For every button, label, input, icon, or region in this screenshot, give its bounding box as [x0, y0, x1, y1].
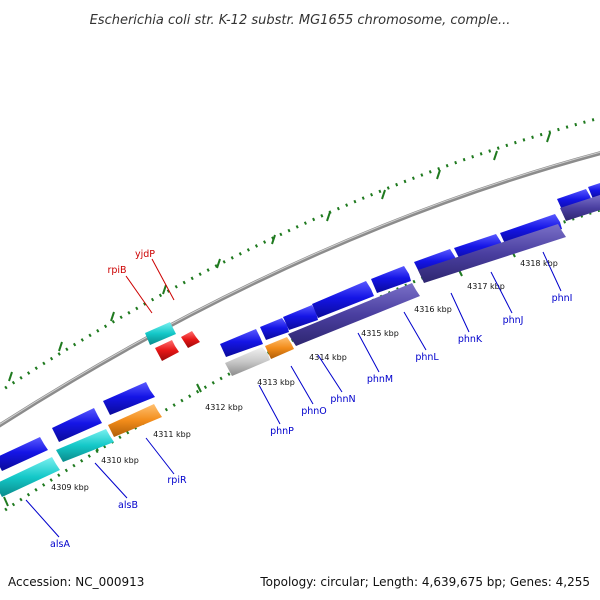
gene-arrow[interactable] [560, 195, 600, 221]
gene-labels: yjdP rpiB alsA alsB rpiR phnP phnO phnN … [50, 249, 572, 550]
rna-gene-arrow[interactable] [181, 331, 200, 348]
other-features [0, 322, 294, 497]
gene-arrow[interactable] [418, 224, 566, 283]
gene-label-phnM[interactable]: phnM [367, 374, 393, 385]
gene-arrow[interactable] [588, 183, 600, 199]
kbp-label: 4315 kbp [361, 329, 399, 338]
gene-label-yjdP[interactable]: yjdP [135, 249, 155, 260]
outer-tick-track [0, 116, 600, 394]
gene-arrow[interactable] [288, 283, 420, 346]
gene-label-phnL[interactable]: phnL [415, 352, 439, 363]
gene-label-rpiR[interactable]: rpiR [167, 475, 187, 486]
topology-text: Topology: circular; Length: 4,639,675 bp… [259, 575, 590, 589]
kbp-label: 4309 kbp [51, 483, 89, 492]
gene-arrow[interactable] [371, 266, 411, 293]
kbp-label: 4311 kbp [153, 430, 191, 439]
kbp-label: 4313 kbp [257, 378, 295, 387]
gene-label-alsB[interactable]: alsB [118, 500, 138, 511]
gene-arrow[interactable] [0, 437, 48, 471]
map-title: Escherichia coli str. K-12 substr. MG165… [90, 13, 511, 28]
kbp-label: 4310 kbp [101, 456, 139, 465]
gene-arrow[interactable] [103, 382, 155, 415]
kbp-label: 4316 kbp [414, 305, 452, 314]
feature-arrow[interactable] [225, 347, 270, 376]
feature-arrow[interactable] [56, 429, 114, 462]
rna-gene-arrow[interactable] [155, 340, 179, 361]
gene-label-phnJ[interactable]: phnJ [503, 315, 524, 326]
kbp-label: 4317 kbp [467, 282, 505, 291]
gene-leader-lines [25, 251, 562, 538]
gene-arrow[interactable] [283, 305, 318, 330]
gene-arrow[interactable] [52, 408, 102, 442]
kbp-labels: 4309 kbp 4310 kbp 4311 kbp 4312 kbp 4313… [51, 259, 558, 492]
gene-label-phnP[interactable]: phnP [270, 426, 294, 437]
gene-label-rpiB[interactable]: rpiB [107, 265, 126, 276]
chromosome-backbone-highlight [0, 151, 600, 425]
gene-label-phnN[interactable]: phnN [330, 394, 355, 405]
feature-arrow[interactable] [265, 337, 294, 359]
kbp-label: 4318 kbp [520, 259, 558, 268]
gene-label-phnI[interactable]: phnI [552, 293, 573, 304]
feature-arrow[interactable] [145, 322, 176, 345]
kbp-label: 4312 kbp [205, 403, 243, 412]
gene-arrow[interactable] [220, 329, 263, 357]
kbp-label: 4314 kbp [309, 353, 347, 362]
inner-tick-track [0, 208, 600, 516]
gene-arrow[interactable] [260, 318, 289, 340]
feature-arrow[interactable] [0, 457, 60, 497]
gene-label-phnO[interactable]: phnO [301, 406, 327, 417]
gene-label-phnK[interactable]: phnK [458, 334, 483, 345]
forward-strand-genes [0, 183, 600, 471]
reverse-strand-genes [288, 195, 600, 346]
feature-arrow[interactable] [108, 404, 162, 437]
accession-text: Accession: NC_000913 [8, 575, 144, 589]
chromosome-backbone [0, 151, 600, 428]
gene-arrow[interactable] [312, 281, 374, 318]
gene-label-alsA[interactable]: alsA [50, 539, 70, 550]
